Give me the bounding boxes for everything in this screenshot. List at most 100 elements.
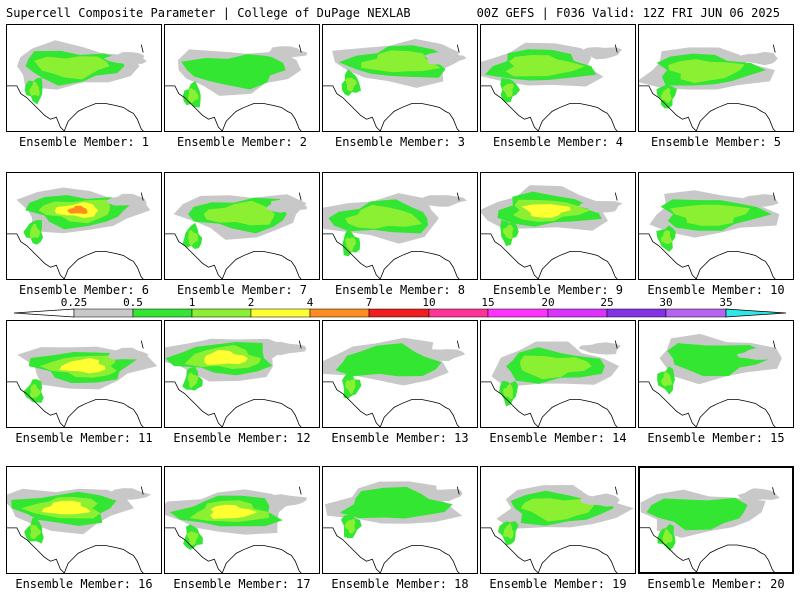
scp-contour-layer xyxy=(344,518,356,534)
scp-contour-layer xyxy=(424,52,467,65)
scp-contour-layer xyxy=(266,341,307,356)
scp-contour-layer xyxy=(345,204,423,229)
colorbar-tick-label: 7 xyxy=(365,296,373,309)
scp-contour-layer xyxy=(422,195,467,207)
scp-contour-layer xyxy=(29,384,41,399)
ensemble-member-map-4[interactable] xyxy=(480,24,636,132)
lake-outline xyxy=(772,487,775,496)
ensemble-member-map-15[interactable] xyxy=(638,320,794,428)
colorbar-tick-label: 4 xyxy=(306,296,314,309)
scp-contour-layer xyxy=(34,56,110,80)
coastline xyxy=(639,233,776,279)
ensemble-member-map-9[interactable] xyxy=(480,172,636,280)
coastline xyxy=(323,527,460,573)
ensemble-member-map-10[interactable] xyxy=(638,172,794,280)
ensemble-member-map-17[interactable] xyxy=(164,466,320,574)
ensemble-member-map-3[interactable] xyxy=(322,24,478,132)
scp-contour-layer xyxy=(502,83,514,98)
ensemble-member-map-16[interactable] xyxy=(6,466,162,574)
ensemble-member-label: Ensemble Member: 20 xyxy=(647,577,785,591)
scp-contour-layer xyxy=(345,378,356,395)
ensemble-member-map-14[interactable] xyxy=(480,320,636,428)
coastline xyxy=(165,381,302,427)
scp-contour-layer xyxy=(29,525,42,539)
colorbar-segment xyxy=(309,308,370,318)
ensemble-member-map-5[interactable] xyxy=(638,24,794,132)
coastline xyxy=(481,85,618,131)
map-canvas xyxy=(7,486,152,573)
colorbar-segment xyxy=(73,308,134,318)
scp-contour-layer xyxy=(662,528,673,544)
scp-contour-layer xyxy=(41,500,91,515)
scp-contour-layer xyxy=(106,193,147,206)
map-canvas xyxy=(165,338,307,427)
coastline xyxy=(7,381,144,427)
scp-contour-layer xyxy=(505,55,586,77)
model-run-info: 00Z GEFS | F036 Valid: 12Z FRI JUN 06 20… xyxy=(476,6,780,20)
lake-outline xyxy=(140,192,144,201)
ensemble-member-map-20[interactable] xyxy=(638,466,794,574)
ensemble-member-map-1[interactable] xyxy=(6,24,162,132)
colorbar-tick-label: 1 xyxy=(188,296,196,309)
ensemble-member-label: Ensemble Member: 16 xyxy=(15,577,153,591)
lake-outline xyxy=(614,340,618,349)
ensemble-member-label: Ensemble Member: 8 xyxy=(334,283,466,297)
map-canvas xyxy=(165,44,308,131)
colorbar-tick-label: 10 xyxy=(422,296,436,309)
map-canvas xyxy=(165,486,307,573)
scp-contour-layer xyxy=(345,237,357,253)
ensemble-member-label: Ensemble Member: 12 xyxy=(173,431,311,445)
scp-contour-layer xyxy=(339,486,453,519)
colorbar-high-arrow xyxy=(725,308,787,318)
map-canvas xyxy=(323,192,467,279)
colorbar-segment xyxy=(132,308,193,318)
scp-contour-layer xyxy=(361,50,441,73)
map-canvas xyxy=(481,340,621,427)
ensemble-member-map-11[interactable] xyxy=(6,320,162,428)
ensemble-member-map-2[interactable] xyxy=(164,24,320,132)
map-canvas xyxy=(7,187,151,279)
scp-contour-layer xyxy=(737,488,780,501)
ensemble-member-label: Ensemble Member: 13 xyxy=(331,431,469,445)
map-canvas xyxy=(640,487,780,572)
ensemble-member-label: Ensemble Member: 10 xyxy=(647,283,785,297)
ensemble-member-map-18[interactable] xyxy=(322,466,478,574)
scp-contour-layer xyxy=(423,349,466,362)
coastline xyxy=(640,527,775,572)
ensemble-member-label: Ensemble Member: 14 xyxy=(489,431,627,445)
lake-outline xyxy=(456,340,460,349)
colorbar-segment xyxy=(428,308,489,318)
lake-outline xyxy=(298,192,302,201)
coastline xyxy=(165,233,302,279)
ensemble-member-map-13[interactable] xyxy=(322,320,478,428)
ensemble-member-label: Ensemble Member: 6 xyxy=(18,283,150,297)
coastline xyxy=(639,85,776,131)
ensemble-member-map-12[interactable] xyxy=(164,320,320,428)
ensemble-member-map-8[interactable] xyxy=(322,172,478,280)
lake-outline xyxy=(298,44,302,53)
colorbar-segment xyxy=(368,308,430,318)
page-title: Supercell Composite Parameter | College … xyxy=(6,6,411,20)
ensemble-member-map-6[interactable] xyxy=(6,172,162,280)
map-canvas xyxy=(7,40,147,131)
lake-outline xyxy=(614,192,618,201)
ensemble-member-map-19[interactable] xyxy=(480,466,636,574)
coastline xyxy=(7,233,144,279)
map-canvas xyxy=(323,38,467,131)
ensemble-member-label: Ensemble Member: 2 xyxy=(176,135,308,149)
scp-contour-layer xyxy=(661,87,672,104)
ensemble-member-map-7[interactable] xyxy=(164,172,320,280)
scp-contour-layer xyxy=(422,488,463,502)
lake-outline xyxy=(456,486,460,495)
coastline xyxy=(481,527,618,573)
scp-contour-layer xyxy=(668,59,745,84)
lake-outline xyxy=(140,340,144,349)
lake-outline xyxy=(456,44,460,53)
scp-contour-layer xyxy=(669,204,751,226)
lake-outline xyxy=(614,44,618,53)
colorbar-segment xyxy=(191,308,252,318)
scp-contour-layer xyxy=(107,347,149,360)
lake-outline xyxy=(456,192,460,201)
map-canvas xyxy=(323,337,466,427)
ensemble-member-label: Ensemble Member: 7 xyxy=(176,283,308,297)
